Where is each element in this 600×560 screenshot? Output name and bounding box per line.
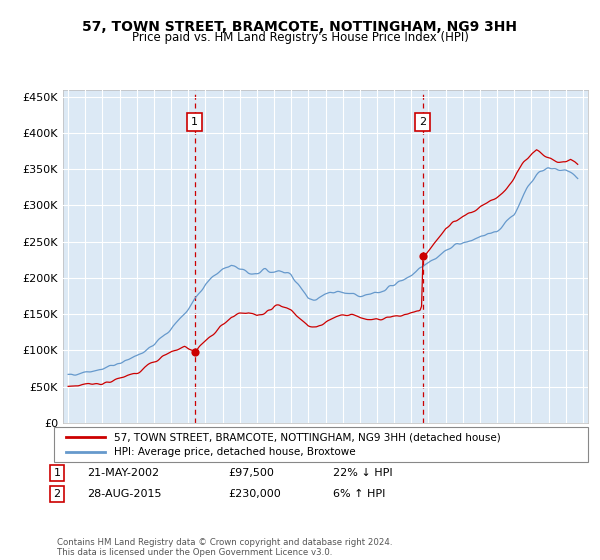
Text: 6% ↑ HPI: 6% ↑ HPI	[333, 489, 385, 499]
Text: £97,500: £97,500	[228, 468, 274, 478]
Text: 22% ↓ HPI: 22% ↓ HPI	[333, 468, 392, 478]
Text: 2: 2	[419, 117, 426, 127]
Text: 2: 2	[53, 489, 61, 499]
Text: 57, TOWN STREET, BRAMCOTE, NOTTINGHAM, NG9 3HH (detached house): 57, TOWN STREET, BRAMCOTE, NOTTINGHAM, N…	[114, 432, 501, 442]
Text: 21-MAY-2002: 21-MAY-2002	[87, 468, 159, 478]
Text: 1: 1	[53, 468, 61, 478]
Text: HPI: Average price, detached house, Broxtowe: HPI: Average price, detached house, Brox…	[114, 447, 356, 458]
Text: 57, TOWN STREET, BRAMCOTE, NOTTINGHAM, NG9 3HH: 57, TOWN STREET, BRAMCOTE, NOTTINGHAM, N…	[83, 20, 517, 34]
Text: Contains HM Land Registry data © Crown copyright and database right 2024.
This d: Contains HM Land Registry data © Crown c…	[57, 538, 392, 557]
Point	[190, 348, 200, 357]
Text: Price paid vs. HM Land Registry's House Price Index (HPI): Price paid vs. HM Land Registry's House …	[131, 31, 469, 44]
Text: £230,000: £230,000	[228, 489, 281, 499]
Text: 28-AUG-2015: 28-AUG-2015	[87, 489, 161, 499]
Text: 1: 1	[191, 117, 198, 127]
Point	[418, 252, 427, 261]
